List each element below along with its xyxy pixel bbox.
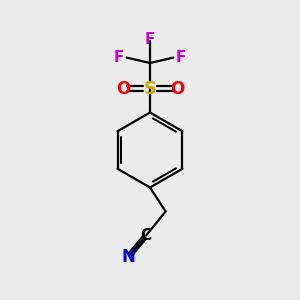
- Text: C: C: [140, 228, 152, 243]
- Text: O: O: [116, 80, 130, 98]
- Text: N: N: [121, 248, 135, 266]
- Text: O: O: [170, 80, 184, 98]
- Text: S: S: [143, 80, 157, 98]
- Text: F: F: [176, 50, 186, 65]
- Text: F: F: [114, 50, 124, 65]
- Text: F: F: [145, 32, 155, 46]
